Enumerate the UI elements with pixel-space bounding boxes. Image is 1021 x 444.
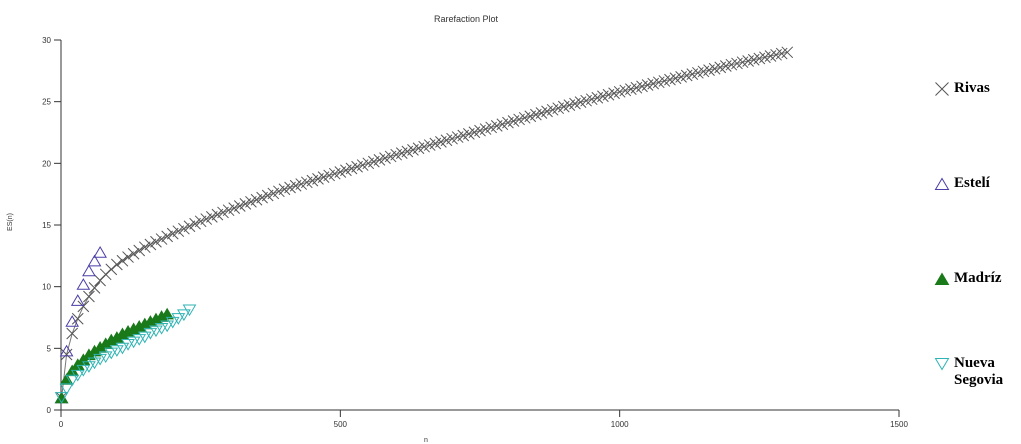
legend-marker-icon xyxy=(934,272,950,286)
data-point-marker xyxy=(160,320,175,333)
x-tick-label: 1500 xyxy=(890,420,908,429)
data-point-marker xyxy=(77,300,90,313)
x-tick-label: 0 xyxy=(59,420,64,429)
data-point-marker xyxy=(189,217,201,230)
y-tick-label: 5 xyxy=(47,344,52,353)
data-point-marker xyxy=(934,357,950,371)
legend-item: Rivas xyxy=(934,80,990,97)
legend-label: Madríz xyxy=(954,270,1002,286)
data-point-marker xyxy=(104,347,119,360)
legend-item: Nueva Segovia xyxy=(934,355,1003,389)
data-point-marker xyxy=(178,222,190,235)
data-point-marker xyxy=(138,241,151,254)
series-3 xyxy=(54,304,197,404)
y-tick-label: 25 xyxy=(42,98,51,107)
legend-label: Rivas xyxy=(954,80,990,96)
data-point-marker xyxy=(76,278,91,290)
data-point-marker xyxy=(93,246,107,258)
series-0 xyxy=(55,46,794,404)
legend-item: Madríz xyxy=(934,270,1001,287)
data-point-marker xyxy=(66,327,79,340)
data-point-marker xyxy=(149,325,163,338)
data-point-marker xyxy=(935,82,949,96)
y-tick-label: 20 xyxy=(42,159,51,168)
data-point-marker xyxy=(98,351,113,364)
legend-label: Nueva Segovia xyxy=(954,355,1004,388)
x-tick-label: 500 xyxy=(334,420,348,429)
data-point-marker xyxy=(54,392,69,404)
legend-label: Estelí xyxy=(954,175,990,191)
legend-marker-icon xyxy=(934,357,950,371)
data-point-marker xyxy=(60,348,73,361)
data-point-marker xyxy=(934,177,950,191)
data-point-marker xyxy=(121,339,135,351)
data-point-marker xyxy=(111,258,123,271)
legend-marker-icon xyxy=(934,177,950,191)
data-point-marker xyxy=(154,323,169,335)
data-point-marker xyxy=(109,345,124,357)
series-layer xyxy=(54,46,794,404)
data-point-marker xyxy=(144,238,157,251)
series-line xyxy=(61,51,788,398)
data-point-marker xyxy=(143,327,158,340)
data-point-marker xyxy=(132,334,147,346)
data-point-marker xyxy=(155,233,168,245)
data-point-marker xyxy=(82,264,96,277)
data-point-marker xyxy=(177,309,191,322)
data-point-marker xyxy=(150,235,162,248)
data-point-marker xyxy=(122,251,134,263)
y-axis-label: ES(n) xyxy=(7,213,14,231)
data-point-marker xyxy=(87,254,102,267)
data-point-marker xyxy=(133,244,146,257)
data-point-marker xyxy=(71,312,84,325)
data-point-marker xyxy=(65,315,80,327)
data-point-marker xyxy=(127,247,140,260)
data-point-marker xyxy=(83,290,95,303)
data-point-marker xyxy=(165,316,180,329)
data-point-marker xyxy=(182,304,197,317)
data-point-marker xyxy=(161,230,174,243)
data-point-marker xyxy=(137,331,152,344)
y-tick-label: 15 xyxy=(42,221,51,230)
data-point-marker xyxy=(70,294,85,306)
axes: 0 5 10 15 20 25 30 0 500 1000 1500 xyxy=(42,36,908,429)
data-point-marker xyxy=(183,220,196,233)
data-point-marker xyxy=(781,46,794,59)
y-tick-label: 10 xyxy=(42,283,51,292)
data-point-marker xyxy=(934,272,950,286)
data-point-marker xyxy=(172,225,185,238)
data-point-marker xyxy=(87,357,102,370)
data-point-marker xyxy=(65,374,80,387)
x-tick-label: 1000 xyxy=(611,420,629,429)
legend-item: Estelí xyxy=(934,175,990,192)
data-point-marker xyxy=(59,344,74,357)
data-point-marker xyxy=(166,227,179,240)
data-point-marker xyxy=(126,336,141,349)
data-point-marker xyxy=(70,369,85,382)
x-axis-label: n xyxy=(424,437,428,444)
legend-marker-icon xyxy=(935,82,949,96)
y-tick-label: 0 xyxy=(47,406,52,415)
chart-title: Rarefaction Plot xyxy=(434,14,499,24)
data-point-marker xyxy=(59,383,74,396)
data-point-marker xyxy=(76,364,91,377)
data-point-marker xyxy=(115,342,130,355)
data-point-marker xyxy=(171,313,186,325)
data-point-marker xyxy=(93,353,107,366)
data-point-marker xyxy=(82,361,96,373)
y-tick-label: 30 xyxy=(42,36,51,45)
data-point-marker xyxy=(88,282,101,294)
data-point-marker xyxy=(116,254,129,267)
